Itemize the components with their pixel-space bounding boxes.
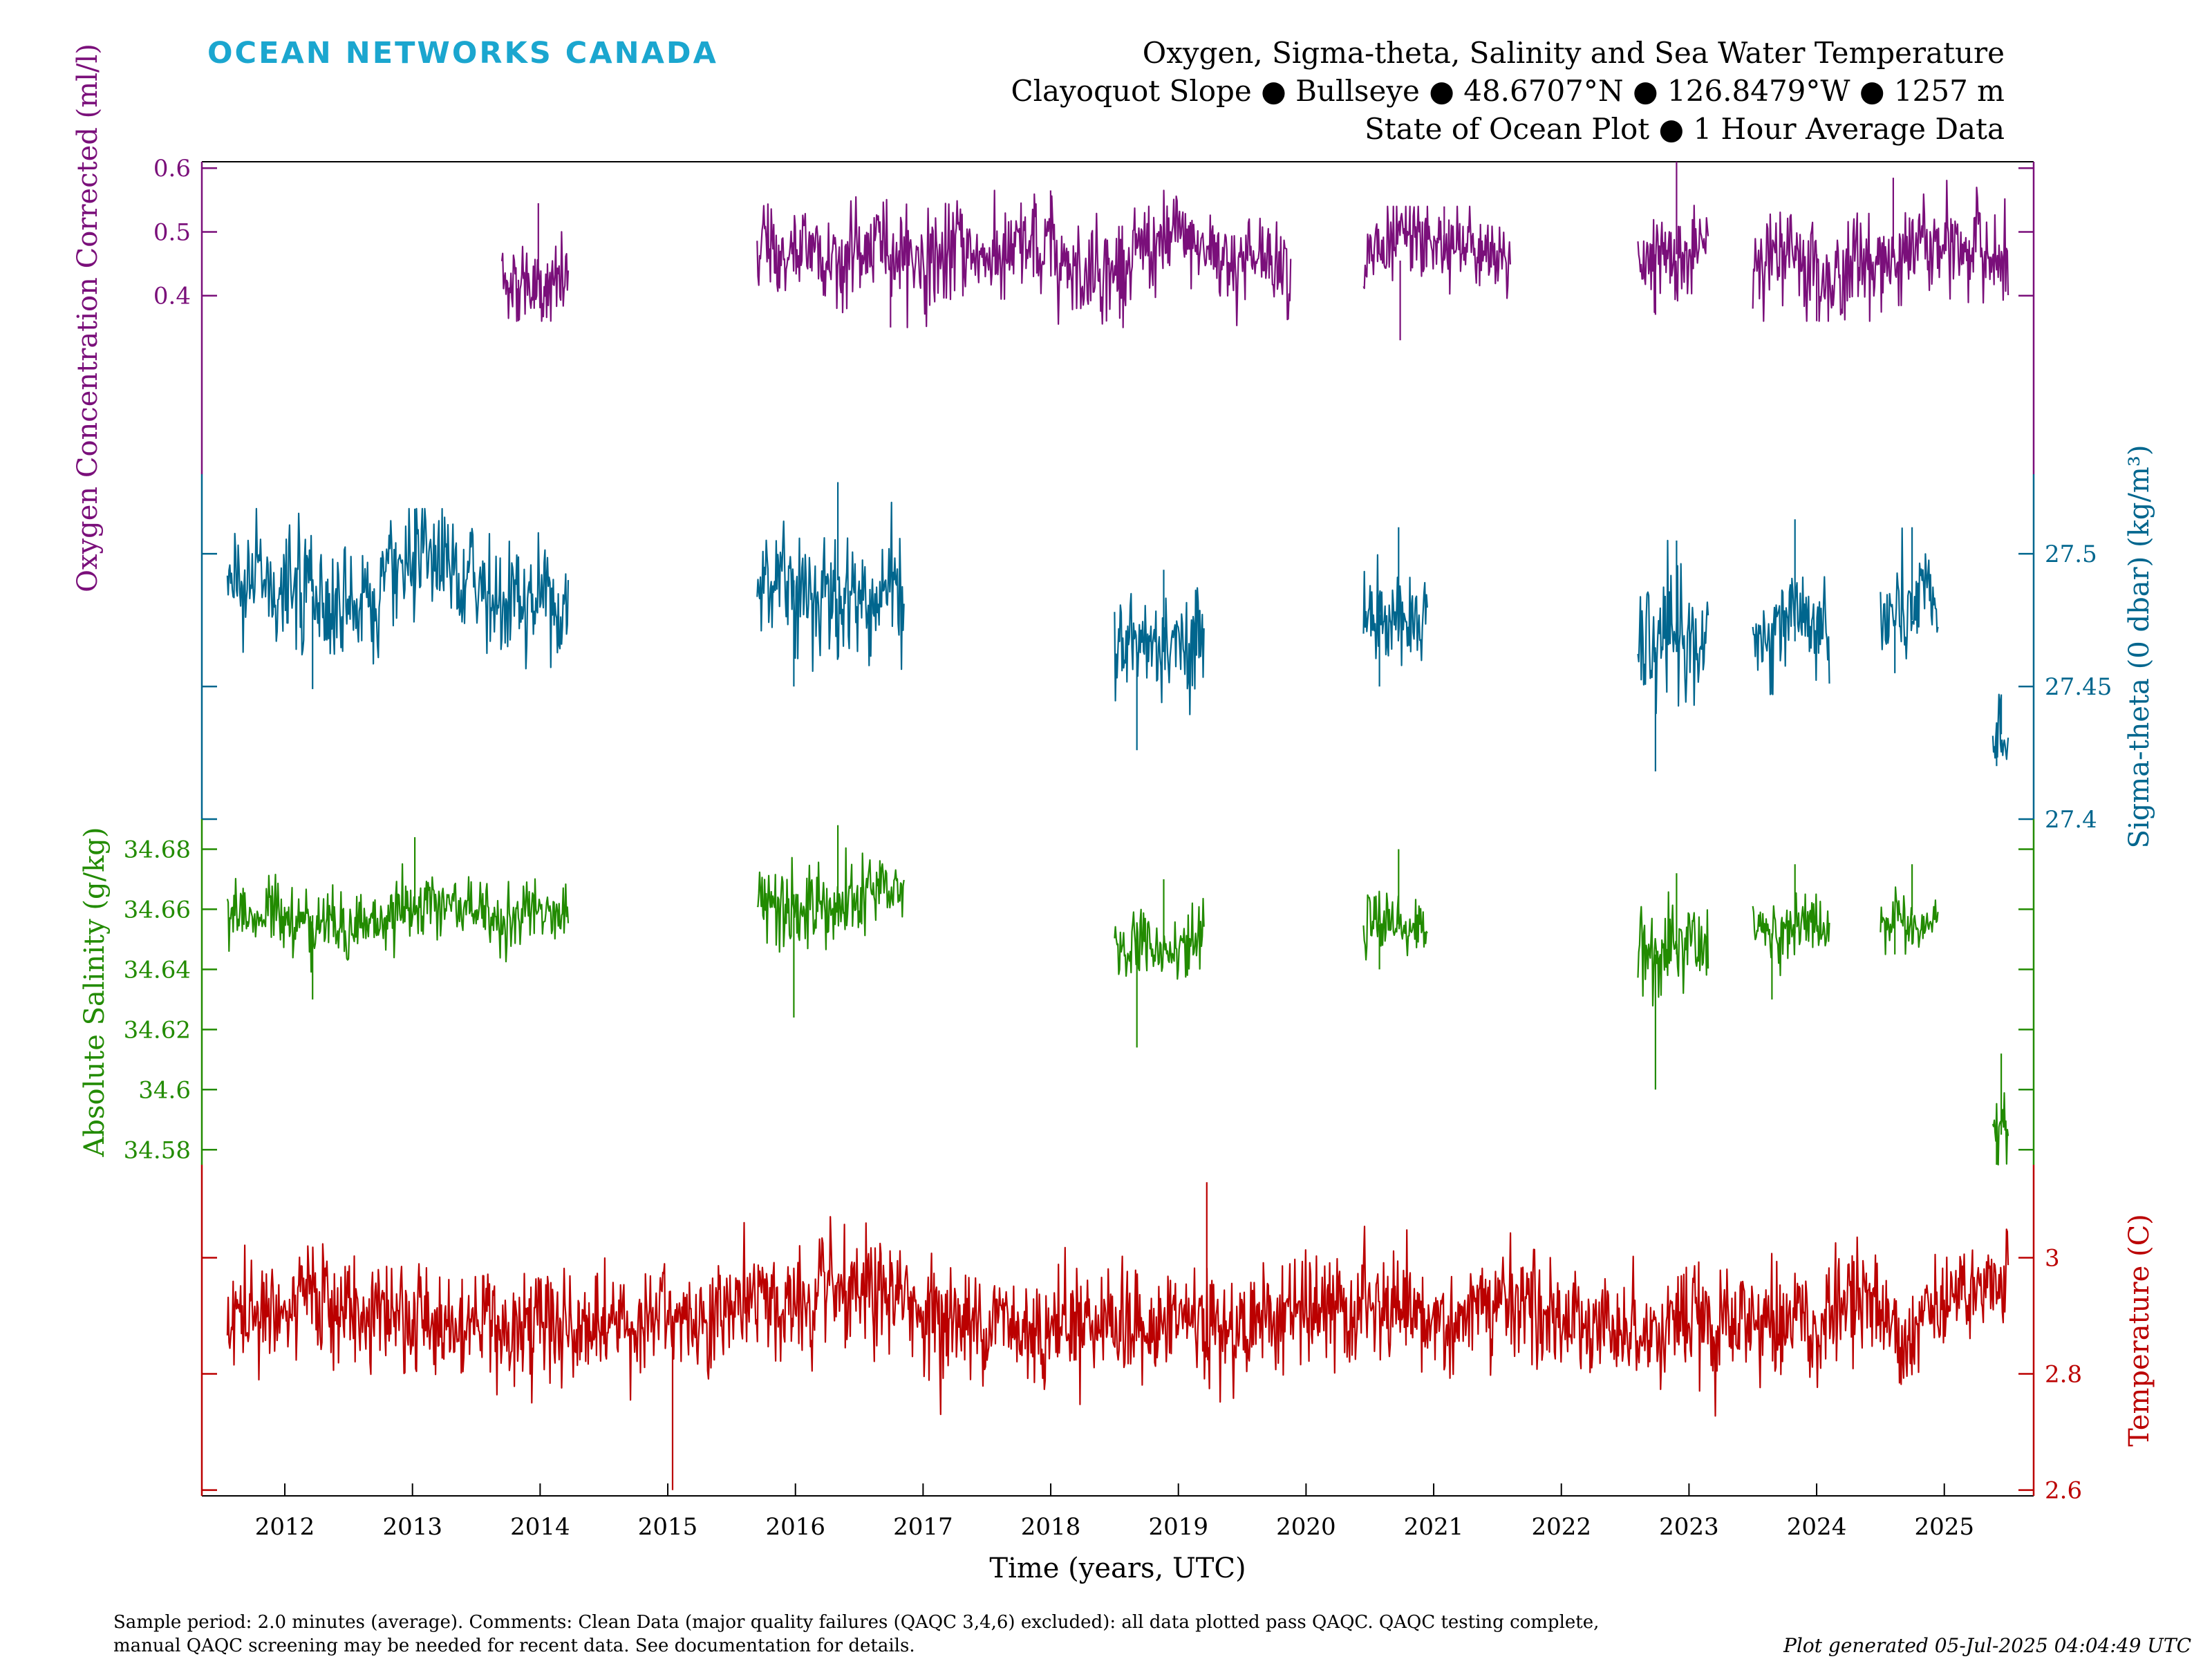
salinity-tick-label: 34.66 [124,896,191,924]
x-tick-label: 2015 [638,1513,698,1541]
sigma_theta-data-segment-6 [1880,527,1939,673]
sigma_theta-tick-label: 27.4 [2045,806,2097,834]
footer-line-2: manual QAQC screening may be needed for … [113,1635,915,1656]
sigma_theta-data-segment-2 [1114,570,1205,751]
oxygen-tick-label: 0.5 [153,218,191,246]
salinity-data-segment-3 [1362,849,1428,970]
oxygen-data-segment-1 [756,189,1292,328]
sigma_theta-data-segment-0 [226,507,570,689]
salinity-tick-label: 34.64 [124,956,191,984]
oxygen-tick-label: 0.4 [153,283,191,310]
x-tick-label: 2021 [1404,1513,1464,1541]
x-tick-label: 2017 [893,1513,953,1541]
salinity-data-segment-5 [1752,864,1830,1000]
salinity-tick-label: 34.68 [124,836,191,863]
plot-title-line-3: State of Ocean Plot ● 1 Hour Average Dat… [1365,112,2005,146]
salinity-data-segment-7 [1991,1053,2009,1166]
temperature-tick-label: 2.6 [2045,1477,2082,1505]
x-tick-label: 2014 [510,1513,570,1541]
temperature-data-segment-0 [226,1182,2009,1490]
x-tick-label: 2024 [1787,1513,1847,1541]
x-tick-label: 2012 [255,1513,315,1541]
plot-generated-timestamp: Plot generated 05-Jul-2025 04:04:49 UTC [1783,1634,2191,1657]
x-tick-label: 2023 [1659,1513,1719,1541]
x-tick-label: 2020 [1276,1513,1336,1541]
salinity-data-segment-2 [1114,879,1205,1048]
salinity-data-segment-0 [226,837,570,1000]
plot-title-line-2: Clayoquot Slope ● Bullseye ● 48.6707°N ●… [1011,74,2005,108]
sigma_theta-tick-label: 27.45 [2045,673,2112,701]
sigma_theta-data-segment-3 [1362,527,1428,687]
salinity-tick-label: 34.58 [124,1136,191,1164]
plot-title-line-1: Oxygen, Sigma-theta, Salinity and Sea Wa… [1142,36,2005,70]
sigma_theta-data-segment-4 [1637,539,1709,771]
salinity-tick-label: 34.62 [124,1016,191,1044]
salinity-data-segment-6 [1880,864,1939,955]
oxygen-data-segment-0 [500,203,570,322]
salinity-tick-label: 34.6 [138,1076,191,1104]
oxygen-data-segment-3 [1637,162,1709,315]
x-tick-label: 2022 [1531,1513,1591,1541]
oxygen-data-segment-2 [1362,205,1511,341]
x-axis-title: Time (years, UTC) [989,1553,1246,1584]
salinity-data-segment-4 [1637,873,1709,1090]
temperature-tick-label: 2.8 [2045,1361,2082,1389]
sigma_theta-data-segment-1 [756,482,905,687]
salinity-axis-title: Absolute Salinity (g/kg) [79,827,111,1157]
footer-line-1: Sample period: 2.0 minutes (average). Co… [113,1612,1600,1633]
x-tick-label: 2019 [1148,1513,1208,1541]
sigma_theta-tick-label: 27.5 [2045,541,2097,568]
oxygen-axis-title: Oxygen Concentration Corrected (ml/l) [72,44,104,592]
sigma_theta-data-segment-7 [1991,693,2009,767]
x-tick-label: 2013 [382,1513,442,1541]
temperature-axis-title: Temperature (C) [2124,1214,2155,1447]
x-tick-label: 2018 [1021,1513,1081,1541]
oxygen-data-segment-4 [1752,178,2009,322]
temperature-tick-label: 3 [2045,1244,2060,1272]
x-tick-label: 2025 [1914,1513,1974,1541]
x-tick-label: 2016 [765,1513,825,1541]
footer-comments: Sample period: 2.0 minutes (average). Co… [113,1611,1703,1658]
brand-logo-text: OCEAN NETWORKS CANADA [207,36,718,71]
salinity-data-segment-1 [756,825,905,1018]
sigma_theta-data-segment-5 [1752,519,1830,695]
sigma_theta-axis-title: Sigma-theta (0 dbar) (kg/m³) [2124,444,2155,848]
oxygen-tick-label: 0.6 [153,155,191,182]
